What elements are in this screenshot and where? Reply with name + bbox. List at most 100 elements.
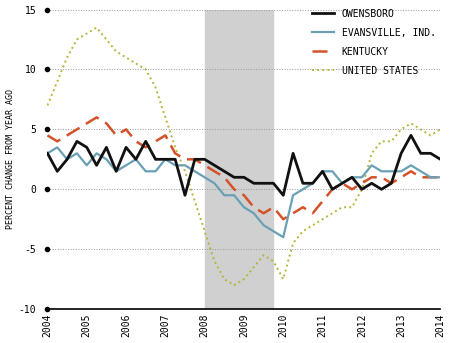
OWENSBORO [438, 157, 443, 161]
UNITED STATES [350, 205, 355, 209]
OWENSBORO [163, 157, 168, 161]
OWENSBORO [290, 151, 296, 155]
Line: UNITED STATES: UNITED STATES [47, 27, 441, 285]
OWENSBORO [369, 181, 374, 185]
UNITED STATES [114, 49, 119, 54]
UNITED STATES [290, 241, 296, 245]
KENTUCKY [398, 175, 404, 179]
KENTUCKY [202, 163, 207, 167]
OWENSBORO [45, 151, 50, 155]
EVANSVILLE, IND. [94, 151, 99, 155]
OWENSBORO [182, 193, 188, 197]
UNITED STATES [340, 205, 345, 209]
KENTUCKY [74, 127, 80, 131]
EVANSVILLE, IND. [379, 169, 384, 173]
EVANSVILLE, IND. [202, 175, 207, 179]
UNITED STATES [310, 223, 315, 227]
UNITED STATES [271, 259, 276, 263]
UNITED STATES [379, 139, 384, 143]
OWENSBORO [104, 145, 109, 150]
EVANSVILLE, IND. [350, 175, 355, 179]
OWENSBORO [281, 193, 286, 197]
UNITED STATES [104, 37, 109, 42]
UNITED STATES [398, 127, 404, 131]
KENTUCKY [359, 181, 364, 185]
Y-axis label: PERCENT CHANGE FROM YEAR AGO: PERCENT CHANGE FROM YEAR AGO [5, 89, 14, 229]
UNITED STATES [153, 85, 158, 90]
EVANSVILLE, IND. [163, 157, 168, 161]
Bar [205, 10, 273, 309]
UNITED STATES [428, 133, 433, 138]
EVANSVILLE, IND. [408, 163, 414, 167]
OWENSBORO [300, 181, 306, 185]
UNITED STATES [84, 32, 89, 36]
EVANSVILLE, IND. [221, 193, 227, 197]
KENTUCKY [133, 139, 138, 143]
UNITED STATES [418, 127, 423, 131]
KENTUCKY [182, 157, 188, 161]
OWENSBORO [320, 169, 325, 173]
KENTUCKY [438, 175, 443, 179]
UNITED STATES [94, 25, 99, 29]
EVANSVILLE, IND. [340, 181, 345, 185]
KENTUCKY [290, 211, 296, 215]
KENTUCKY [261, 211, 266, 215]
Line: OWENSBORO: OWENSBORO [47, 135, 441, 195]
KENTUCKY [231, 187, 237, 191]
Legend: OWENSBORO, EVANSVILLE, IND., KENTUCKY, UNITED STATES: OWENSBORO, EVANSVILLE, IND., KENTUCKY, U… [313, 9, 436, 76]
KENTUCKY [94, 115, 99, 119]
EVANSVILLE, IND. [398, 169, 404, 173]
EVANSVILLE, IND. [143, 169, 148, 173]
UNITED STATES [369, 151, 374, 155]
UNITED STATES [438, 127, 443, 131]
KENTUCKY [389, 181, 394, 185]
OWENSBORO [221, 169, 227, 173]
UNITED STATES [182, 169, 188, 173]
OWENSBORO [251, 181, 257, 185]
EVANSVILLE, IND. [64, 157, 70, 161]
KENTUCKY [428, 175, 433, 179]
KENTUCKY [143, 145, 148, 150]
OWENSBORO [94, 163, 99, 167]
UNITED STATES [124, 56, 129, 60]
EVANSVILLE, IND. [290, 193, 296, 197]
EVANSVILLE, IND. [281, 235, 286, 239]
OWENSBORO [310, 181, 315, 185]
OWENSBORO [330, 187, 335, 191]
UNITED STATES [330, 211, 335, 215]
KENTUCKY [281, 217, 286, 221]
KENTUCKY [124, 127, 129, 131]
KENTUCKY [369, 175, 374, 179]
KENTUCKY [408, 169, 414, 173]
UNITED STATES [251, 265, 257, 269]
UNITED STATES [172, 145, 178, 150]
OWENSBORO [408, 133, 414, 138]
OWENSBORO [143, 139, 148, 143]
UNITED STATES [221, 277, 227, 281]
EVANSVILLE, IND. [261, 223, 266, 227]
EVANSVILLE, IND. [251, 211, 257, 215]
EVANSVILLE, IND. [310, 181, 315, 185]
OWENSBORO [231, 175, 237, 179]
KENTUCKY [340, 181, 345, 185]
EVANSVILLE, IND. [84, 163, 89, 167]
EVANSVILLE, IND. [114, 169, 119, 173]
OWENSBORO [261, 181, 266, 185]
OWENSBORO [84, 145, 89, 150]
OWENSBORO [350, 175, 355, 179]
EVANSVILLE, IND. [418, 169, 423, 173]
KENTUCKY [163, 133, 168, 138]
KENTUCKY [55, 139, 60, 143]
KENTUCKY [320, 199, 325, 203]
UNITED STATES [55, 79, 60, 83]
EVANSVILLE, IND. [153, 169, 158, 173]
OWENSBORO [271, 181, 276, 185]
KENTUCKY [45, 133, 50, 138]
UNITED STATES [231, 283, 237, 287]
KENTUCKY [310, 211, 315, 215]
OWENSBORO [124, 145, 129, 150]
EVANSVILLE, IND. [192, 169, 198, 173]
UNITED STATES [143, 68, 148, 72]
EVANSVILLE, IND. [369, 163, 374, 167]
KENTUCKY [84, 121, 89, 126]
